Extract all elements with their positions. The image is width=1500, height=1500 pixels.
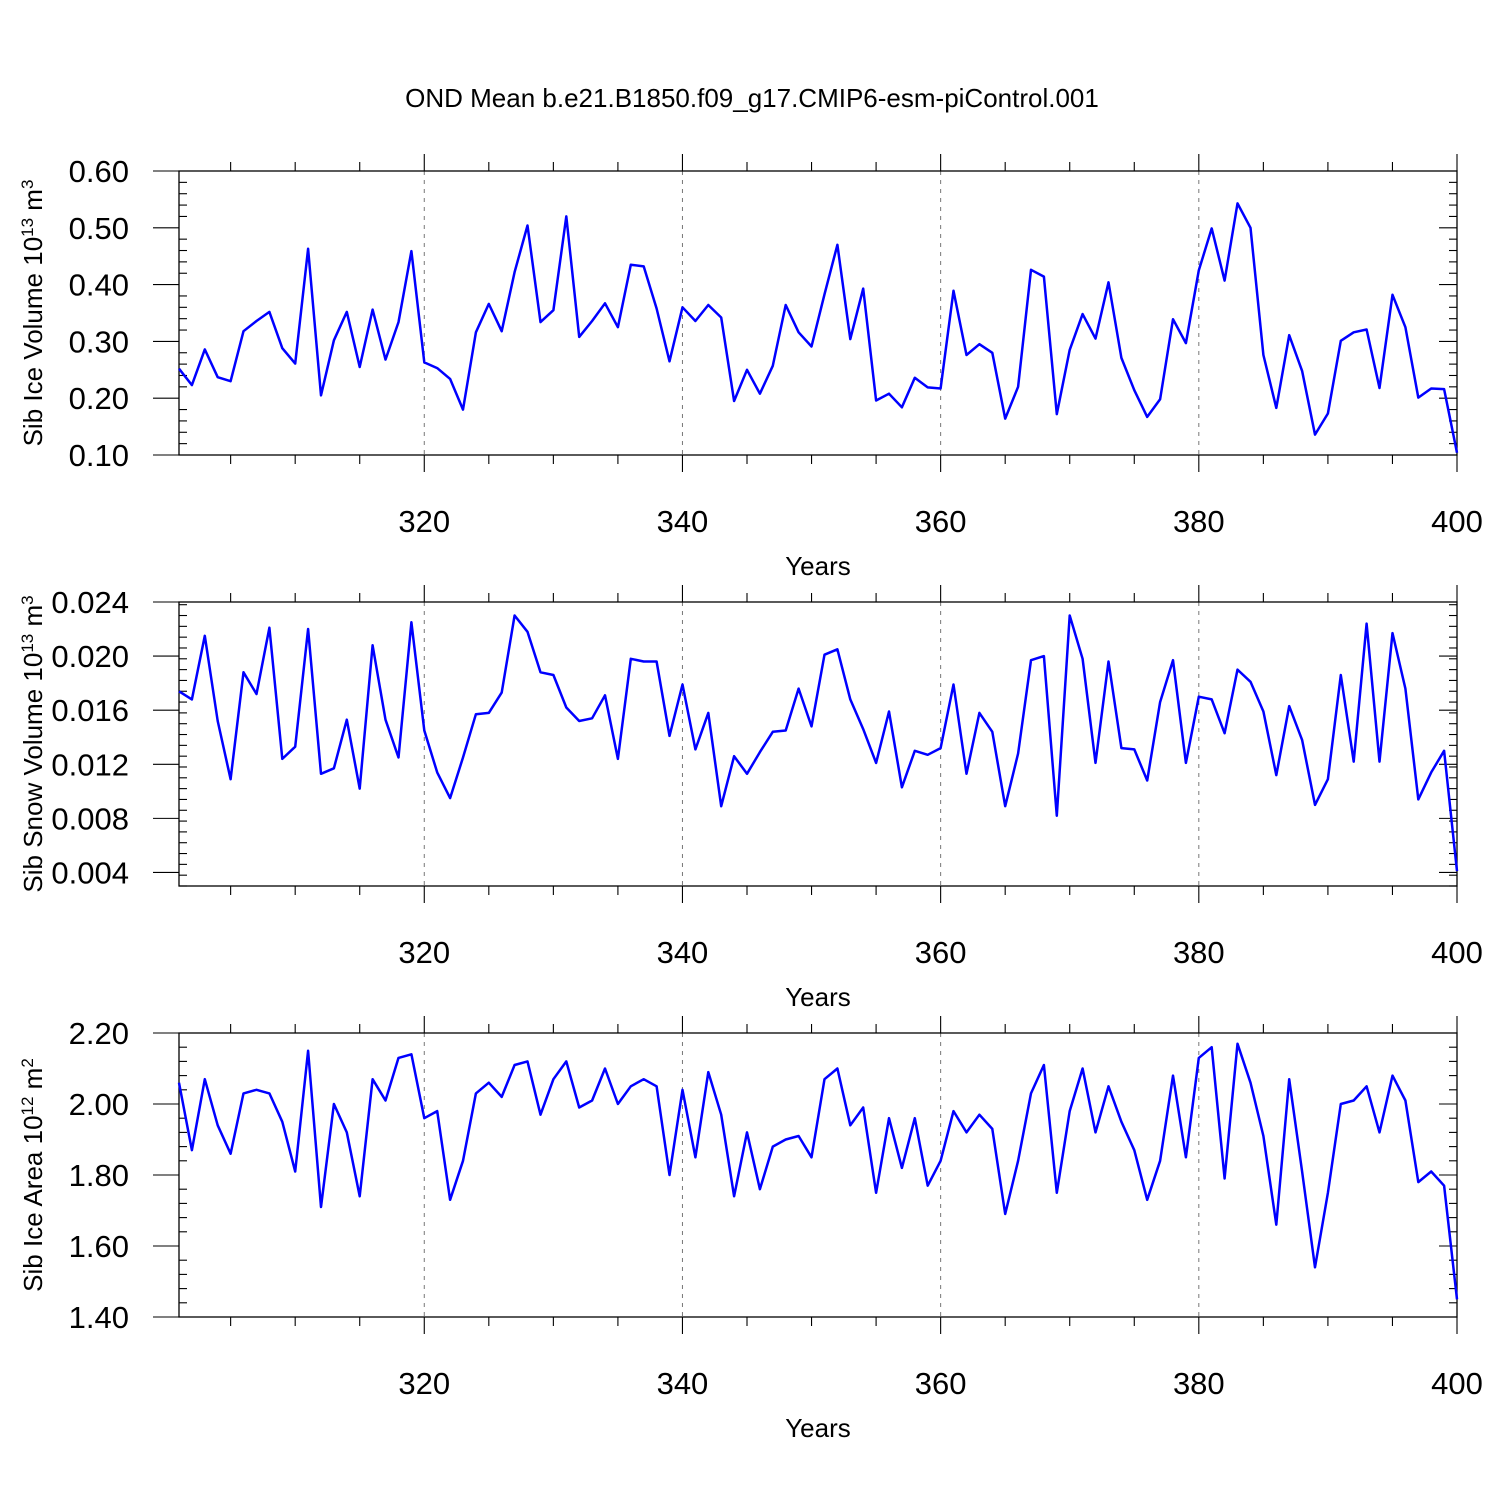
y-axis-label: Sib Ice Volume 1013 m3 (18, 180, 49, 447)
x-tick-label: 380 (1173, 935, 1225, 970)
y-tick-label: 2.20 (69, 1016, 129, 1051)
y-axis-label-exponent: 13 (18, 218, 37, 237)
y-tick-label: 0.50 (69, 211, 129, 246)
y-axis-label: Sib Snow Volume 1013 m3 (18, 595, 49, 892)
y-tick-label: 0.004 (51, 855, 129, 890)
series-line-ice-volume (178, 202, 1459, 453)
x-tick-label: 400 (1431, 935, 1483, 970)
y-tick-label: 0.012 (51, 747, 129, 782)
y-tick-label: 1.40 (69, 1300, 129, 1335)
y-tick-label: 1.60 (69, 1229, 129, 1264)
y-axis-label-part: m (18, 605, 48, 634)
y-tick-label: 0.008 (51, 801, 129, 836)
y-tick-label: 0.024 (51, 585, 129, 620)
y-axis-label-exponent: 12 (18, 1097, 37, 1116)
plot-frame (178, 1032, 1458, 1318)
panel-ice-area: 320 340 360 380 400 Years 1.40 1.60 1.80 2.00 2.20… (18, 1016, 1483, 1443)
y-axis-label-exponent: 3 (18, 180, 37, 189)
x-tick-label: 360 (915, 1366, 967, 1401)
y-axis-label: Sib Ice Area 1012 m2 (18, 1058, 49, 1292)
figure-title: OND Mean b.e21.B1850.f09_g17.CMIP6-esm-p… (405, 83, 1099, 113)
y-axis-label-exponent: 2 (18, 1058, 37, 1067)
y-axis-label-part: m (18, 189, 48, 218)
plot-frame (178, 170, 1458, 456)
x-tick-label: 340 (657, 504, 709, 539)
panels: 320 340 360 380 400 Years 0.10 0.20 0.30 0.40 0.50… (18, 154, 1483, 1443)
series-line-snow-volume (178, 614, 1459, 872)
x-tick-label: 340 (657, 935, 709, 970)
x-tick-label: 360 (915, 504, 967, 539)
y-axis-label-part: Sib Ice Area 10 (18, 1115, 48, 1291)
x-tick-label: 320 (398, 1366, 450, 1401)
x-tick-label: 340 (657, 1366, 709, 1401)
y-axis-label-part: Sib Ice Volume 10 (18, 237, 48, 447)
y-tick-label: 0.020 (51, 639, 129, 674)
x-axis-label: Years (785, 551, 851, 581)
y-axis-label-part: Sib Snow Volume 10 (18, 653, 48, 893)
y-axis-label-exponent: 13 (18, 634, 37, 653)
plot-frame (178, 601, 1458, 887)
x-tick-label: 320 (398, 935, 450, 970)
series-line-ice-area (177, 1042, 1459, 1300)
y-tick-label: 0.20 (69, 381, 129, 416)
x-axis-label: Years (785, 1413, 851, 1443)
y-tick-label: 0.30 (69, 324, 129, 359)
x-axis-label: Years (785, 982, 851, 1012)
y-tick-label: 0.016 (51, 693, 129, 728)
x-tick-label: 400 (1431, 1366, 1483, 1401)
x-tick-label: 320 (398, 504, 450, 539)
y-tick-label: 1.80 (69, 1158, 129, 1193)
y-axis-label-part: m (18, 1068, 48, 1097)
panel-snow-volume: 320 340 360 380 400 Years 0.004 0.008 0.012 0.016… (18, 585, 1483, 1012)
y-tick-label: 2.00 (69, 1087, 129, 1122)
x-tick-label: 380 (1173, 504, 1225, 539)
x-tick-label: 400 (1431, 504, 1483, 539)
y-tick-label: 0.10 (69, 438, 129, 473)
panel-ice-volume: 320 340 360 380 400 Years 0.10 0.20 0.30 0.40 0.50… (18, 154, 1483, 581)
y-tick-label: 0.40 (69, 268, 129, 303)
y-tick-label: 0.60 (69, 154, 129, 189)
x-tick-label: 380 (1173, 1366, 1225, 1401)
y-axis-label-exponent: 3 (18, 595, 37, 604)
x-tick-label: 360 (915, 935, 967, 970)
